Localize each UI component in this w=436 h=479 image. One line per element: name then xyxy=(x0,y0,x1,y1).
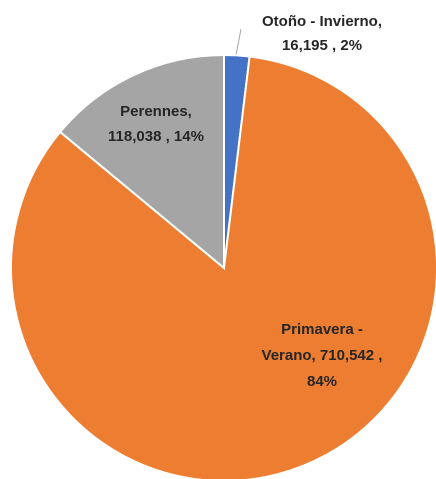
data-label: Perennes, xyxy=(120,103,192,120)
leader-line xyxy=(235,28,242,56)
data-label: Primavera - xyxy=(281,321,363,338)
pie-slice xyxy=(58,53,225,271)
data-label: 118,038 , 14% xyxy=(108,128,204,145)
data-label: Verano, 710,542 , xyxy=(262,347,383,364)
data-label: 16,195 , 2% xyxy=(282,37,362,54)
data-label: 84% xyxy=(307,373,337,390)
data-label: Otoño - Invierno, xyxy=(262,13,382,30)
